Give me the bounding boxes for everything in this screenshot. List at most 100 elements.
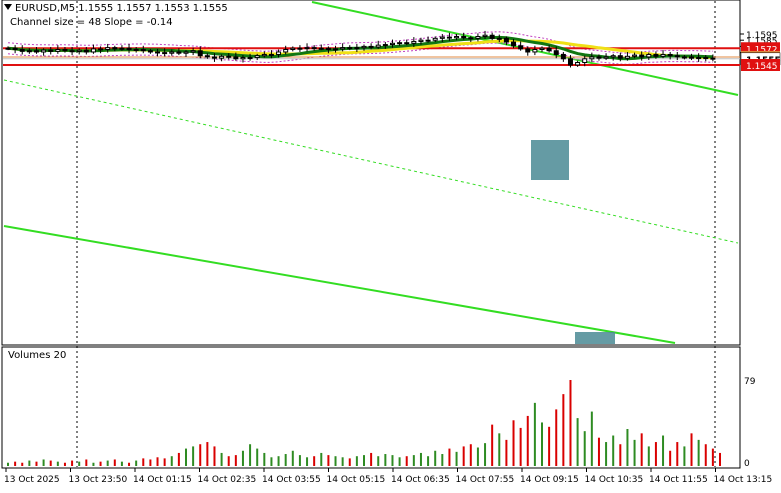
candle-body: [532, 49, 538, 53]
candle-body: [297, 47, 303, 50]
candle-body: [589, 56, 595, 60]
candle-body: [33, 50, 39, 53]
candle-body: [276, 51, 282, 55]
candle-body: [461, 35, 467, 39]
candle-body: [646, 53, 652, 58]
candle-body: [482, 34, 488, 37]
candle-body: [55, 49, 61, 52]
price-tag-label: 1.1572: [746, 45, 778, 55]
candle-body: [397, 42, 403, 45]
channel-mid-line: [3, 79, 739, 244]
candle-body: [411, 40, 417, 44]
candle-body: [432, 37, 438, 41]
candle-body: [696, 57, 702, 60]
candle-body: [183, 51, 189, 54]
volume-panel-frame: [1, 346, 741, 469]
volume-scale-min: 0: [744, 459, 750, 469]
candle-body: [5, 47, 11, 50]
candle-body: [575, 62, 581, 66]
candle-body: [689, 56, 695, 59]
candle-body: [233, 56, 239, 60]
candle-body: [147, 50, 153, 53]
candle-body: [375, 44, 381, 48]
candle-body: [603, 56, 609, 59]
candle-body: [361, 45, 367, 49]
candle-body: [325, 47, 331, 50]
candle-body: [674, 55, 680, 58]
candle-body: [439, 36, 445, 39]
candle-body: [653, 53, 659, 57]
candle-body: [90, 48, 96, 53]
candle-body: [98, 48, 104, 51]
candle-body: [169, 51, 175, 54]
candle-body: [703, 57, 709, 60]
candle-body: [261, 53, 267, 57]
candle-body: [489, 34, 495, 39]
candle-body: [418, 39, 424, 42]
candle-body: [48, 49, 54, 52]
channel-info: Channel size = 48 Slope = -0.14: [10, 17, 173, 28]
candle-body: [553, 50, 559, 55]
volume-scale-max: 79: [744, 377, 756, 387]
candle-body: [425, 39, 431, 42]
candle-body: [681, 56, 687, 59]
candle-body: [133, 49, 139, 51]
candle-body: [83, 49, 89, 53]
price-tick-label: 1.1595: [746, 31, 778, 41]
candle-body: [12, 47, 18, 50]
symbol-line: EURUSD,M5 1.1555 1.1557 1.1553 1.1555: [15, 3, 228, 14]
candle-body: [204, 55, 210, 58]
candle-body: [211, 56, 217, 59]
candle-body: [283, 49, 289, 53]
highlight-box-upper: [531, 140, 569, 180]
time-label: 14 Oct 13:15: [714, 475, 773, 485]
candle-body: [112, 47, 118, 50]
candle-body: [624, 55, 630, 59]
candle-body: [617, 55, 623, 59]
candle-body: [69, 50, 75, 53]
candle-body: [354, 47, 360, 50]
candle-body: [219, 55, 225, 59]
highlight-box-lower: [575, 332, 615, 344]
candle-body: [368, 45, 374, 48]
time-label: 13 Oct 23:50: [69, 475, 128, 485]
candle-body: [496, 37, 502, 40]
time-label: 14 Oct 05:15: [327, 475, 386, 485]
candle-body: [105, 47, 111, 50]
time-label: 14 Oct 07:55: [456, 475, 515, 485]
candle-body: [596, 56, 602, 59]
candle-body: [190, 50, 196, 53]
candle-body: [446, 36, 452, 39]
candle-body: [26, 50, 32, 53]
candle-body: [546, 47, 552, 52]
price-tick-label: 1.1585: [746, 37, 778, 47]
candle-body: [660, 53, 666, 57]
candle-body: [539, 47, 545, 50]
candle-body: [226, 55, 232, 58]
candle-body: [404, 42, 410, 45]
candle-body: [247, 57, 253, 60]
time-label: 14 Oct 10:35: [585, 475, 644, 485]
candle-body: [582, 58, 588, 64]
candle-body: [176, 51, 182, 54]
time-label: 14 Oct 09:15: [520, 475, 579, 485]
candle-body: [290, 47, 296, 50]
collapse-triangle-icon[interactable]: [4, 4, 12, 10]
candle-body: [126, 47, 132, 50]
time-label: 14 Oct 11:55: [649, 475, 708, 485]
price-tag-level: [741, 59, 780, 71]
ma-fast-line: [7, 35, 713, 61]
price-tag-label: 1.1545: [746, 62, 778, 72]
time-label: 14 Oct 03:55: [262, 475, 321, 485]
envelope-lower-band: [7, 42, 713, 65]
candle-body: [389, 42, 395, 46]
candle-body: [347, 47, 353, 50]
candle-body: [560, 53, 566, 60]
volume-panel-label: Volumes 20: [8, 350, 67, 361]
candle-body: [468, 37, 474, 40]
candle-body: [304, 47, 310, 50]
channel-lower-line: [3, 225, 676, 344]
candle-body: [340, 47, 346, 50]
